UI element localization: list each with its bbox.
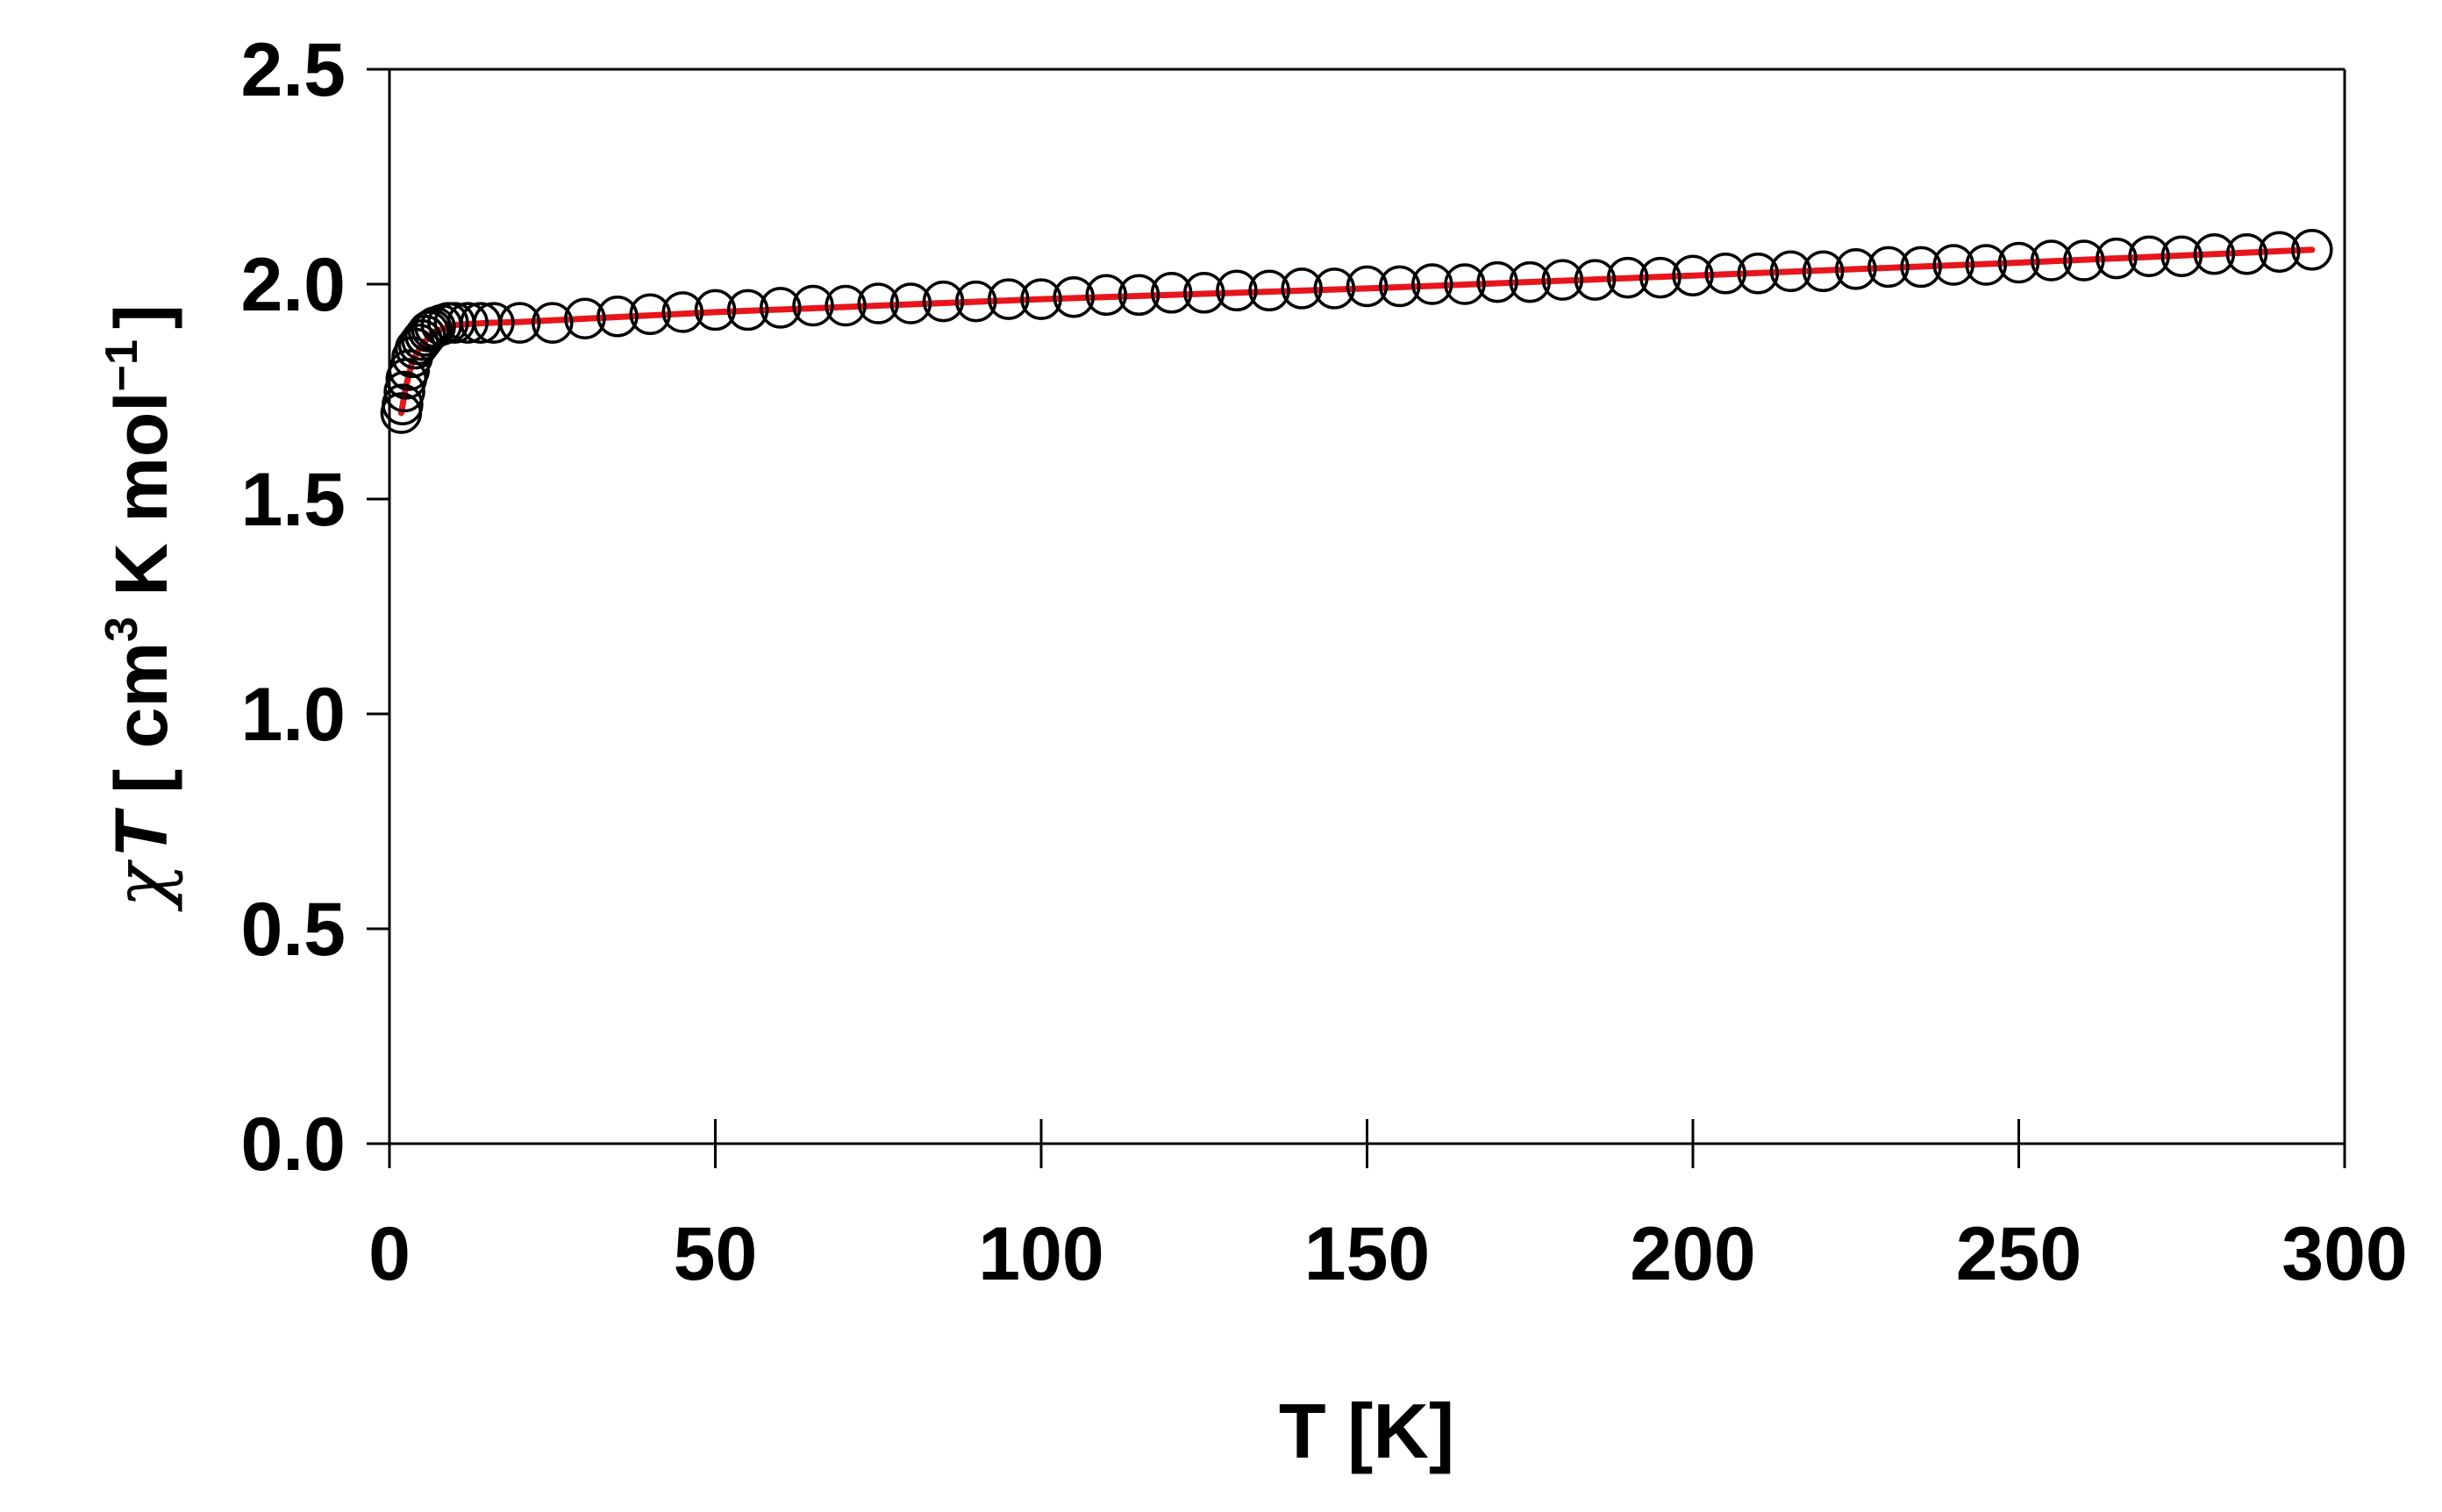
data-point xyxy=(1574,259,1617,301)
data-point xyxy=(1541,259,1584,301)
data-point xyxy=(1476,260,1518,303)
data-point xyxy=(1932,244,1974,286)
data-point xyxy=(1835,248,1877,290)
data-point xyxy=(1053,275,1095,318)
data-point xyxy=(1411,263,1453,305)
data-point xyxy=(2225,232,2268,275)
data-point xyxy=(2258,231,2301,273)
data-point xyxy=(694,289,737,332)
data-point xyxy=(532,302,574,344)
data-point xyxy=(1020,278,1062,320)
x-tick-label: 100 xyxy=(978,1212,1104,1296)
y-tick-label: 2.0 xyxy=(240,243,346,327)
data-point xyxy=(498,302,541,344)
data-point xyxy=(1606,256,1649,299)
data-point xyxy=(661,291,704,333)
data-point xyxy=(596,296,639,338)
data-point xyxy=(825,284,867,327)
x-ticks: 0 50 100 150 200 250 300 xyxy=(368,1119,2408,1296)
data-point xyxy=(1867,246,1910,289)
data-point xyxy=(988,278,1030,320)
y-ticks: 0.0 0.5 1.0 1.5 2.0 2.5 xyxy=(240,28,389,1187)
y-axis-title-mid: K mol xyxy=(100,391,182,617)
x-axis-title: T [K] xyxy=(1279,1387,1454,1474)
data-point xyxy=(564,297,606,339)
data-point xyxy=(1704,253,1746,295)
y-tick-label: 1.5 xyxy=(240,458,346,542)
data-point xyxy=(383,370,425,413)
data-point xyxy=(1769,250,1812,293)
data-point xyxy=(382,383,424,425)
data-point xyxy=(446,302,489,344)
data-point xyxy=(2096,237,2138,280)
y-tick-label: 1.0 xyxy=(240,673,346,757)
y-axis-title-open: [ cm xyxy=(100,642,182,794)
x-tick-label: 250 xyxy=(1956,1212,2082,1296)
y-axis-title-sup1: 3 xyxy=(96,617,147,642)
data-point xyxy=(1150,272,1193,314)
data-point xyxy=(1509,260,1552,303)
data-point xyxy=(1248,269,1290,312)
data-point xyxy=(1117,274,1160,317)
data-point xyxy=(1737,253,1780,295)
data-point xyxy=(473,302,515,344)
marker-layer xyxy=(380,229,2333,434)
x-tick-label: 300 xyxy=(2281,1212,2408,1296)
data-point xyxy=(1346,265,1389,308)
y-axis-title-variable: T xyxy=(100,807,182,858)
data-point xyxy=(760,287,802,329)
y-axis-title-sup2: −1 xyxy=(96,339,147,391)
data-point xyxy=(1672,254,1714,296)
data-point xyxy=(2291,229,2333,271)
data-point xyxy=(1802,250,1845,293)
data-point xyxy=(1313,267,1356,310)
data-point xyxy=(1444,263,1486,305)
x-tick-label: 50 xyxy=(674,1212,758,1296)
y-tick-label: 0.5 xyxy=(240,888,346,972)
x-tick-label: 0 xyxy=(368,1212,411,1296)
data-point xyxy=(629,293,671,336)
data-point xyxy=(726,289,769,332)
data-point xyxy=(2160,235,2203,277)
y-axis-title: χT [ cm3 K mol−1] xyxy=(96,304,184,912)
data-point xyxy=(857,282,900,325)
data-point xyxy=(1900,246,1942,289)
data-point xyxy=(1378,265,1421,308)
x-tick-label: 150 xyxy=(1304,1212,1431,1296)
data-point xyxy=(2128,235,2170,277)
data-point xyxy=(792,284,834,327)
data-point xyxy=(1965,244,2008,286)
y-tick-label: 0.0 xyxy=(240,1102,346,1187)
data-point xyxy=(2193,232,2236,275)
data-point xyxy=(889,282,932,325)
x-tick-label: 200 xyxy=(1630,1212,1756,1296)
data-point xyxy=(954,280,997,323)
y-axis-title-symbol: χ xyxy=(98,859,184,912)
data-point xyxy=(1085,274,1128,317)
data-point xyxy=(1183,272,1225,314)
y-tick-label: 2.5 xyxy=(240,28,346,112)
data-point xyxy=(1997,241,2040,284)
data-point xyxy=(1281,267,1323,310)
data-point xyxy=(1639,256,1682,299)
data-point xyxy=(922,280,965,323)
data-point xyxy=(2030,239,2073,282)
data-point xyxy=(2063,239,2105,282)
data-point xyxy=(1216,269,1258,312)
y-axis-title-close: ] xyxy=(100,304,182,329)
